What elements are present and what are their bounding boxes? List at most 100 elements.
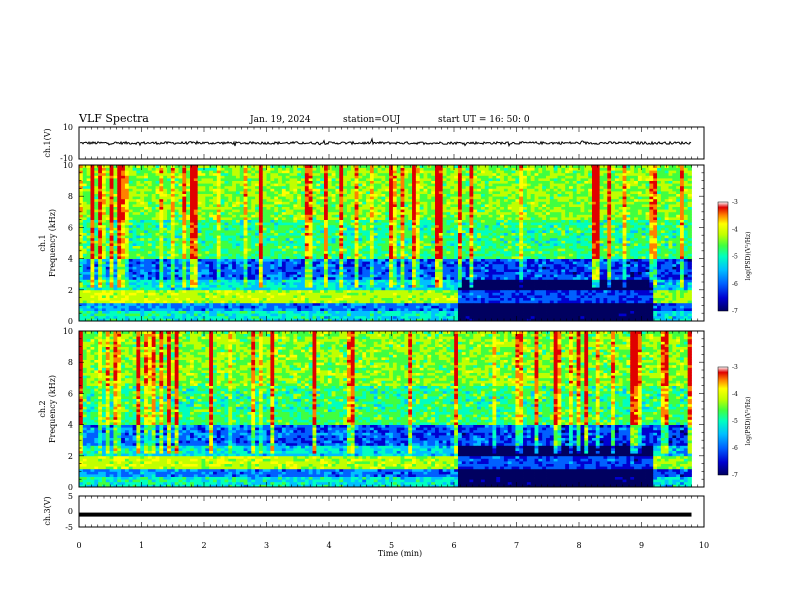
heatmap-cell <box>235 217 241 220</box>
heatmap-cell <box>105 292 111 296</box>
heatmap-cell <box>262 222 267 226</box>
heatmap-cell <box>285 185 290 189</box>
heatmap-cell <box>220 217 225 220</box>
heatmap-cell <box>86 250 91 254</box>
heatmap-cell <box>239 232 245 236</box>
heatmap-cell <box>212 305 218 309</box>
heatmap-cell <box>358 292 363 296</box>
heatmap-cell <box>82 297 88 301</box>
heatmap-cell <box>324 276 329 280</box>
heatmap-cell <box>373 282 378 285</box>
heatmap-cell <box>113 266 118 270</box>
heatmap-cell <box>362 183 367 187</box>
heatmap-cell <box>144 289 149 293</box>
heatmap-cell <box>105 175 111 179</box>
heatmap-cell <box>289 295 294 298</box>
heatmap-cell <box>216 240 222 244</box>
heatmap-cell <box>331 300 336 304</box>
heatmap-cell <box>201 300 206 304</box>
heatmap-cell <box>82 300 88 304</box>
heatmap-cell <box>132 209 137 213</box>
heatmap-cell <box>278 188 283 192</box>
heatmap-cell <box>94 206 99 210</box>
heatmap-cell <box>90 282 95 285</box>
heatmap-cell <box>304 248 310 252</box>
heatmap-cell <box>144 224 149 228</box>
heatmap-cell <box>343 308 348 311</box>
heatmap-cell <box>101 315 107 319</box>
heatmap-cell <box>201 318 206 322</box>
heatmap-cell <box>247 305 252 309</box>
heatmap-cell <box>174 287 179 291</box>
heatmap-cell <box>117 237 122 241</box>
heatmap-cell <box>316 308 321 311</box>
heatmap-cell <box>216 178 222 181</box>
heatmap-cell <box>224 196 229 200</box>
heatmap-cell <box>105 318 111 322</box>
heatmap-cell <box>201 204 206 207</box>
heatmap-cell <box>186 245 191 249</box>
heatmap-cell <box>197 297 202 301</box>
heatmap-cell <box>354 287 359 291</box>
heatmap-cell <box>235 219 241 223</box>
heatmap-cell <box>209 253 214 257</box>
heatmap-cell <box>90 191 95 194</box>
heatmap-cell <box>105 222 111 226</box>
heatmap-cell <box>224 204 229 207</box>
heatmap-cell <box>366 292 371 296</box>
heatmap-cell <box>117 178 122 181</box>
heatmap-cell <box>205 191 210 194</box>
heatmap-cell <box>281 292 287 296</box>
heatmap-cell <box>262 185 267 189</box>
heatmap-cell <box>132 243 137 246</box>
heatmap-cell <box>228 261 233 265</box>
heatmap-cell <box>151 297 156 301</box>
heatmap-cell <box>369 193 375 197</box>
heatmap-cell <box>228 178 233 181</box>
heatmap-cell <box>239 274 245 278</box>
heatmap-cell <box>320 240 325 244</box>
heatmap-cell <box>167 282 172 285</box>
heatmap-cell <box>79 248 84 252</box>
heatmap-cell <box>151 287 156 291</box>
heatmap-cell <box>239 170 245 174</box>
heatmap-cell <box>358 248 363 252</box>
heatmap-cell <box>209 284 214 288</box>
heatmap-cell <box>228 227 233 231</box>
heatmap-cell <box>258 183 264 187</box>
heatmap-cell <box>121 274 126 278</box>
heatmap-cell <box>205 284 210 288</box>
heatmap-cell <box>377 253 382 257</box>
heatmap-cell <box>136 193 141 197</box>
heatmap-cell <box>316 284 321 288</box>
heatmap-cell <box>105 274 111 278</box>
heatmap-cell <box>369 196 375 200</box>
heatmap-cell <box>297 227 302 231</box>
heatmap-cell <box>232 232 237 236</box>
heatmap-cell <box>369 178 375 181</box>
heatmap-cell <box>132 308 137 311</box>
heatmap-cell <box>163 198 168 202</box>
heatmap-cell <box>79 172 84 176</box>
heatmap-cell <box>343 266 348 270</box>
heatmap-cell <box>304 243 310 246</box>
heatmap-cell <box>281 297 287 301</box>
heatmap-cell <box>205 282 210 285</box>
heatmap-cell <box>121 256 126 259</box>
heatmap-cell <box>324 269 329 272</box>
heatmap-cell <box>113 276 118 280</box>
heatmap-cell <box>228 206 233 210</box>
heatmap-cell <box>113 206 118 210</box>
heatmap-cell <box>270 219 275 223</box>
heatmap-cell <box>377 318 382 322</box>
heatmap-cell <box>151 214 156 218</box>
heatmap-cell <box>243 269 248 272</box>
heatmap-cell <box>201 313 206 317</box>
heatmap-cell <box>220 271 225 275</box>
heatmap-cell <box>201 308 206 311</box>
heatmap-cell <box>124 282 130 285</box>
heatmap-cell <box>170 256 176 259</box>
heatmap-cell <box>270 230 275 233</box>
heatmap-cell <box>281 227 287 231</box>
heatmap-cell <box>324 188 329 192</box>
